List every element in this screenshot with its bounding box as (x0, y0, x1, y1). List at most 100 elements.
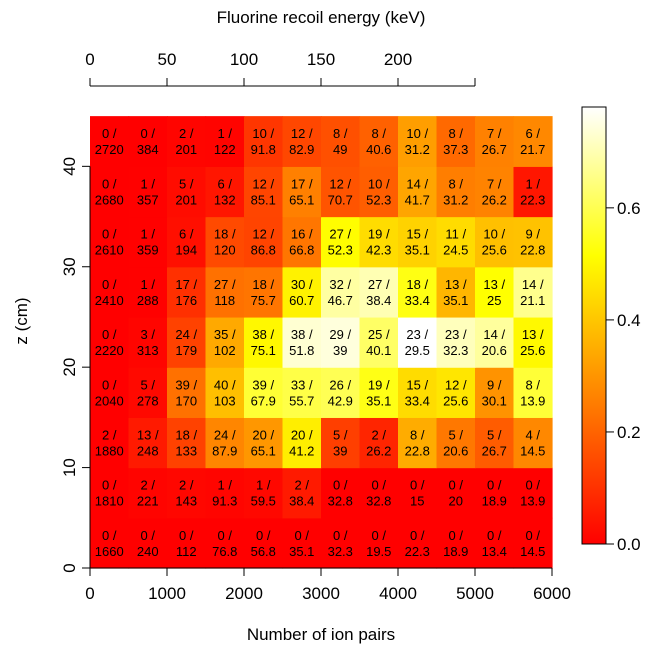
heatmap-cell (359, 517, 399, 569)
cell-denominator: 86.8 (251, 243, 276, 258)
cell-denominator: 25.6 (443, 393, 468, 408)
cell-denominator: 13.9 (520, 494, 545, 509)
cell-denominator: 122 (214, 142, 236, 157)
cell-numerator: 13 / (137, 427, 159, 442)
heatmap-cell (398, 417, 438, 469)
cell-numerator: 2 / (295, 478, 310, 493)
heatmap-cell (128, 166, 168, 218)
cell-denominator: 67.9 (251, 393, 276, 408)
heatmap-cell (321, 467, 361, 519)
heatmap-cell (282, 166, 322, 218)
cell-numerator: 20 / (291, 427, 313, 442)
heatmap-cell (205, 367, 245, 418)
cell-numerator: 1 / (218, 126, 233, 141)
cell-denominator: 33.4 (405, 293, 430, 308)
heatmap-cell (359, 417, 399, 469)
cell-denominator: 1880 (95, 443, 124, 458)
cell-numerator: 35 / (214, 327, 236, 342)
cell-denominator: 26.2 (366, 443, 391, 458)
cell-numerator: 7 / (487, 176, 502, 191)
heatmap-cell (398, 316, 438, 368)
cell-numerator: 19 / (368, 377, 390, 392)
cell-numerator: 24 / (214, 427, 236, 442)
cell-denominator: 143 (175, 494, 197, 509)
cell-denominator: 1810 (95, 494, 124, 509)
cell-denominator: 384 (137, 142, 159, 157)
cell-denominator: 32.8 (366, 494, 391, 509)
heatmap-cell (128, 467, 168, 519)
colorbar-tick-label: 0.2 (617, 423, 641, 442)
x-tick-label: 5000 (456, 584, 494, 603)
cell-denominator: 19.5 (366, 544, 391, 559)
cell-numerator: 10 / (368, 176, 390, 191)
heatmap-cell (436, 116, 476, 167)
heatmap-cell (167, 266, 207, 318)
cell-denominator: 31.2 (443, 192, 468, 207)
x-tick-label: 6000 (533, 584, 571, 603)
cell-denominator: 26.2 (482, 192, 507, 207)
heatmap-cell (205, 166, 245, 218)
cell-numerator: 5 / (179, 176, 194, 191)
cell-denominator: 42.9 (328, 393, 353, 408)
colorbar-tick-label: 0.0 (617, 535, 641, 554)
cell-numerator: 1 / (256, 478, 271, 493)
heatmap-cell (128, 316, 168, 368)
cell-denominator: 25.6 (520, 343, 545, 358)
cell-denominator: 2220 (95, 343, 124, 358)
heatmap-cell (128, 216, 168, 268)
cell-numerator: 0 / (410, 478, 425, 493)
colorbar-tick-label: 0.4 (617, 311, 641, 330)
cell-denominator: 35.1 (405, 243, 430, 258)
cell-numerator: 0 / (102, 126, 117, 141)
heatmap-cell (475, 367, 515, 418)
x-axis-label: Number of ion pairs (247, 625, 395, 644)
x-tick-label: 4000 (379, 584, 417, 603)
cell-numerator: 29 / (329, 327, 351, 342)
cell-denominator: 2680 (95, 192, 124, 207)
cell-numerator: 8 / (526, 377, 541, 392)
heatmap-cell (321, 266, 361, 318)
cell-numerator: 18 / (406, 277, 428, 292)
cell-numerator: 38 / (291, 327, 313, 342)
top-axis-label: Fluorine recoil energy (keV) (217, 8, 426, 27)
heatmap-cell (282, 467, 322, 519)
cell-denominator: 49 (333, 142, 347, 157)
x-tick-label: 3000 (302, 584, 340, 603)
heatmap-cell (90, 266, 130, 318)
cell-denominator: 359 (137, 243, 159, 258)
y-tick-label: 40 (60, 157, 79, 176)
cell-numerator: 0 / (141, 528, 156, 543)
cell-numerator: 27 / (368, 277, 390, 292)
cell-denominator: 52.3 (366, 192, 391, 207)
cell-denominator: 66.8 (289, 243, 314, 258)
cell-denominator: 87.9 (212, 443, 237, 458)
cell-numerator: 0 / (410, 528, 425, 543)
cell-numerator: 30 / (291, 277, 313, 292)
heatmap-cell (128, 517, 168, 569)
heatmap-cell (167, 216, 207, 268)
cell-denominator: 170 (175, 393, 197, 408)
cell-denominator: 35.1 (443, 293, 468, 308)
cell-denominator: 14.5 (520, 443, 545, 458)
cell-denominator: 18.9 (482, 494, 507, 509)
cell-numerator: 8 / (333, 126, 348, 141)
cell-numerator: 18 / (252, 277, 274, 292)
cell-numerator: 0 / (256, 528, 271, 543)
cell-denominator: 55.7 (289, 393, 314, 408)
heatmap-cell (205, 517, 245, 569)
heatmap-cell (205, 417, 245, 469)
cell-numerator: 25 / (368, 327, 390, 342)
cell-numerator: 0 / (102, 227, 117, 242)
heatmap-cell (167, 467, 207, 519)
cell-numerator: 14 / (483, 327, 505, 342)
cell-numerator: 0 / (526, 478, 541, 493)
cell-numerator: 10 / (252, 126, 274, 141)
heatmap-cell (436, 216, 476, 268)
cell-denominator: 21.7 (520, 142, 545, 157)
cell-denominator: 201 (175, 142, 197, 157)
cell-denominator: 25 (487, 293, 501, 308)
cell-numerator: 2 / (102, 427, 117, 442)
heatmap-cell (436, 166, 476, 218)
cell-numerator: 18 / (175, 427, 197, 442)
